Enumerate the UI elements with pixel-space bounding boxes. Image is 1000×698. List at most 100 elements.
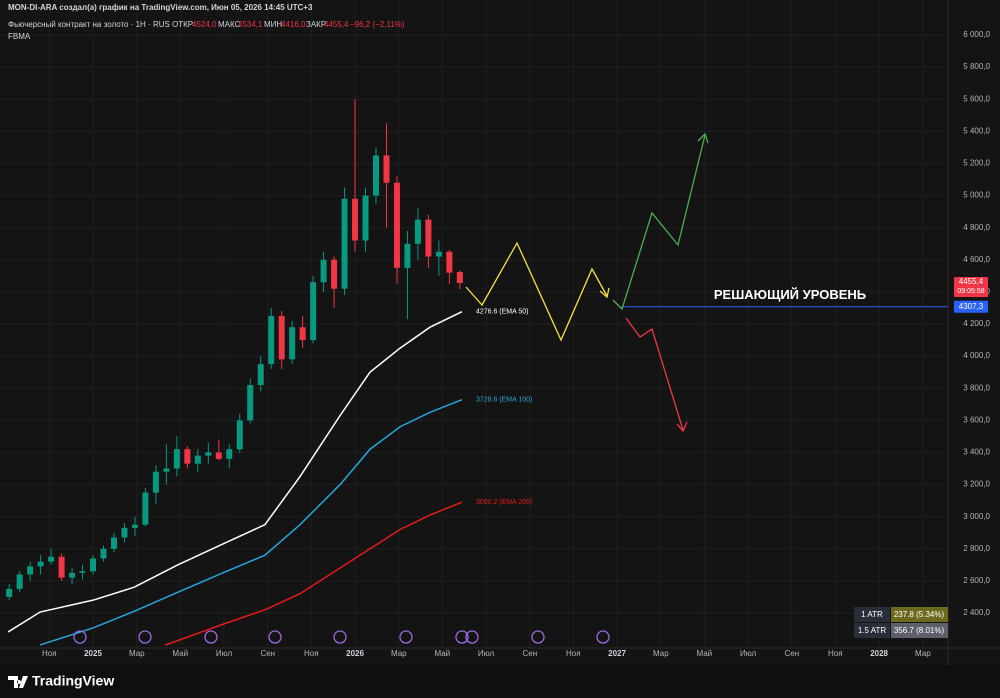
event-icon: [531, 630, 545, 644]
level-label: 4307,3: [959, 302, 984, 311]
atr-name-cell: [854, 623, 890, 638]
candle-body: [163, 468, 170, 472]
low: 4416,0: [281, 20, 306, 29]
candle-body: [425, 219, 432, 257]
arrow-head: [697, 132, 709, 144]
y-tick-label: 5 200,0: [963, 159, 990, 168]
candle-body: [278, 315, 285, 360]
candle-body: [352, 198, 359, 241]
x-tick-label: 2028: [870, 649, 888, 658]
x-tick-label: Май: [434, 649, 450, 658]
x-tick-label: Мар: [653, 649, 669, 658]
x-tick-label: Ноя: [828, 649, 843, 658]
event-icon: [596, 630, 610, 644]
candle-body: [215, 452, 222, 459]
low-label: МИН: [264, 20, 282, 29]
y-tick-label: 2 400,0: [963, 608, 990, 617]
candle-body: [121, 527, 128, 538]
y-tick-label: 3 400,0: [963, 448, 990, 457]
atr-name: 1.5 ATR: [858, 626, 887, 635]
x-tick-label: Сен: [785, 649, 800, 658]
candle-body: [131, 524, 138, 528]
candle-body: [194, 455, 201, 464]
scenario-line: [625, 317, 684, 431]
x-tick-label: Сен: [260, 649, 275, 658]
y-tick-label: 6 000,0: [963, 30, 990, 39]
x-tick-label: Сен: [522, 649, 537, 658]
high: 4534,1: [238, 20, 263, 29]
high-label: МАКС: [218, 20, 241, 29]
y-tick-label: 5 800,0: [963, 62, 990, 71]
x-tick-label: Июл: [216, 649, 233, 658]
atr-name: 1 ATR: [861, 610, 883, 619]
atr-name-cell: [854, 607, 890, 622]
level-text: РЕШАЮЩИЙ УРОВЕНЬ: [714, 287, 866, 302]
candle-body: [393, 182, 400, 268]
close: 4455,4: [324, 20, 349, 29]
candle-body: [173, 449, 180, 469]
event-icon: [138, 630, 152, 644]
logo-text: TradingView: [32, 673, 114, 689]
candle-body: [152, 471, 159, 493]
y-tick-label: 4 200,0: [963, 319, 990, 328]
candle-body: [226, 449, 233, 459]
candle-body: [27, 566, 34, 575]
candle-body: [142, 492, 149, 525]
ema-label: 3090.2 (EMA 200): [476, 499, 532, 506]
arrow-head: [676, 421, 688, 433]
candle-body: [320, 259, 327, 283]
candle-body: [362, 195, 369, 241]
y-tick-label: 3 200,0: [963, 480, 990, 489]
x-tick-label: Июл: [478, 649, 495, 658]
author-line: MON-DI-ARA создал(а) график на TradingVi…: [8, 3, 313, 12]
candle-body: [414, 219, 421, 244]
candle-body: [456, 271, 463, 283]
atr-value: 237.8 (5.34%): [894, 610, 945, 619]
candle-body: [299, 327, 306, 341]
candle-body: [90, 558, 97, 572]
x-tick-label: Мар: [915, 649, 931, 658]
x-tick-label: Май: [172, 649, 188, 658]
event-icon: [73, 630, 87, 644]
candle-body: [58, 556, 65, 578]
candle-body: [341, 198, 348, 289]
candle-body: [257, 364, 264, 386]
close-label: ЗАКР: [306, 20, 326, 29]
candle-body: [446, 251, 453, 273]
scenario-line: [465, 241, 608, 342]
candle-body: [48, 556, 55, 562]
candle-body: [205, 452, 212, 456]
logo: TradingView: [8, 673, 114, 689]
event-icon: [399, 630, 413, 644]
scenario-line: [612, 134, 706, 311]
ema-line: [164, 501, 463, 646]
event-icon: [455, 630, 469, 644]
candle-body: [100, 548, 107, 559]
symbol: Фьючерсный контракт на золото · 1H · RUS: [8, 20, 170, 29]
ema-label: 3728.6 (EMA 100): [476, 397, 532, 404]
open: 4524,0: [192, 20, 217, 29]
event-icon: [333, 630, 347, 644]
x-tick-label: Ноя: [42, 649, 57, 658]
change: −96,2 (−2,11%): [350, 20, 405, 29]
price-box: [954, 276, 988, 297]
event-icon: [268, 630, 282, 644]
candle-body: [184, 449, 191, 464]
y-tick-label: 3 800,0: [963, 383, 990, 392]
y-tick-label: 4 000,0: [963, 351, 990, 360]
candle-body: [310, 282, 317, 341]
x-tick-label: Июл: [740, 649, 757, 658]
y-tick-label: 4 600,0: [963, 255, 990, 264]
candle-body: [404, 243, 411, 268]
x-tick-label: Ноя: [566, 649, 581, 658]
legend-line: Фьючерсный контракт на золото · 1H · RUS…: [8, 20, 405, 29]
y-tick-label: 5 000,0: [963, 191, 990, 200]
y-tick-label: 3 600,0: [963, 415, 990, 424]
atr-value-cell: [891, 607, 948, 622]
y-tick-label: 2 800,0: [963, 544, 990, 553]
plot: 4276.6 (EMA 50) 3728.6 (EMA 100) 3090.2 (E…: [6, 99, 948, 646]
x-tick-label: Мар: [129, 649, 145, 658]
indicator: FBMA: [8, 32, 31, 41]
